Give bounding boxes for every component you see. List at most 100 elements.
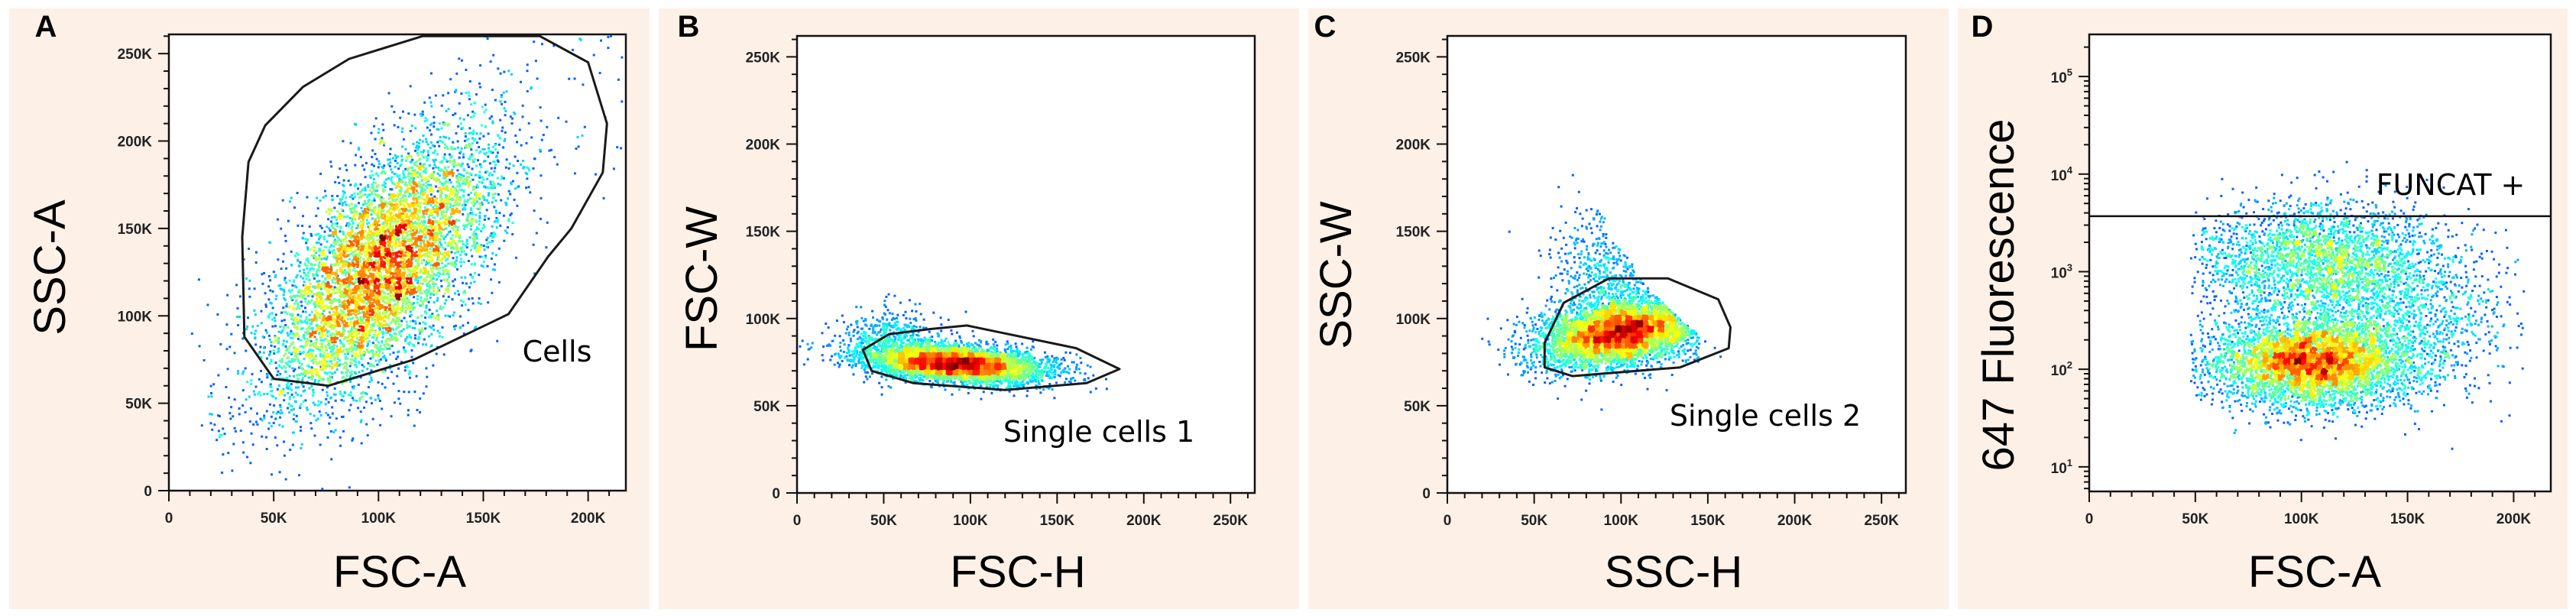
event-dot (427, 259, 429, 262)
event-dot (470, 219, 473, 222)
event-dot (377, 208, 381, 210)
event-dot (299, 365, 302, 368)
event-dot (289, 336, 292, 339)
event-dot (323, 358, 326, 361)
event-dot (409, 293, 411, 297)
event-dot (398, 174, 401, 177)
event-dot (458, 235, 461, 238)
event-dot (453, 251, 456, 255)
event-dot (426, 149, 429, 152)
event-dot (462, 300, 465, 303)
event-dot (379, 358, 382, 361)
event-dot (470, 212, 473, 215)
event-dot (416, 154, 420, 157)
event-dot (289, 345, 292, 348)
event-dot (462, 182, 464, 185)
event-dot (218, 436, 221, 439)
event-dot (401, 310, 404, 313)
event-dot (329, 360, 332, 363)
event-dot (392, 305, 395, 308)
event-dot (353, 214, 355, 217)
event-dot (485, 186, 488, 189)
event-dot (339, 305, 341, 307)
event-dot (470, 192, 472, 194)
event-dot (419, 255, 422, 258)
event-dot (300, 403, 303, 406)
event-dot (310, 254, 313, 257)
event-dot (510, 73, 513, 76)
event-dot (419, 201, 422, 204)
event-dot (239, 430, 242, 433)
event-dot (355, 360, 358, 363)
event-dot (458, 326, 462, 329)
event-dot (426, 297, 429, 300)
event-dot (375, 344, 378, 347)
event-dot (381, 277, 384, 280)
event-dot (415, 160, 418, 164)
event-dot (336, 195, 339, 197)
event-dot (400, 160, 403, 163)
event-dot (334, 251, 337, 255)
event-dot (348, 271, 351, 274)
event-dot (447, 250, 450, 253)
event-dot (384, 342, 387, 345)
event-dot (304, 300, 307, 303)
event-dot (471, 178, 475, 181)
event-dot (352, 269, 355, 272)
event-dot (364, 230, 367, 233)
event-dot (382, 128, 385, 131)
event-dot (248, 420, 251, 423)
event-dot (421, 302, 424, 305)
event-dot (310, 310, 313, 313)
event-dot (433, 285, 436, 288)
event-dot (317, 258, 320, 261)
event-dot (505, 90, 508, 93)
event-dot (355, 346, 358, 349)
event-dot (437, 128, 440, 131)
event-dot (525, 141, 528, 144)
event-dot (484, 186, 487, 189)
event-dot (494, 144, 497, 146)
event-dot (315, 324, 318, 327)
event-dot (319, 299, 322, 302)
event-dot (377, 359, 381, 362)
event-dot (380, 322, 383, 325)
event-dot (298, 307, 301, 310)
event-dot (422, 221, 425, 224)
event-dot (449, 315, 452, 318)
event-dot (291, 360, 293, 363)
event-dot (321, 313, 324, 316)
event-dot (349, 141, 352, 144)
event-dot (253, 287, 256, 290)
event-dot (371, 349, 374, 352)
event-dot (382, 167, 384, 170)
event-dot (410, 125, 413, 127)
event-dot (338, 244, 341, 247)
event-dot (621, 100, 624, 103)
event-dot (502, 146, 505, 149)
event-dot (341, 214, 344, 217)
event-dot (381, 342, 384, 344)
event-dot (319, 243, 322, 246)
event-dot (339, 215, 342, 218)
event-dot (325, 411, 328, 414)
event-dot (367, 350, 370, 353)
event-dot (316, 270, 318, 273)
event-dot (271, 473, 273, 476)
event-dot (434, 251, 437, 254)
event-dot (382, 313, 385, 316)
event-dot (408, 193, 411, 196)
event-dot (358, 262, 361, 265)
event-dot (440, 213, 443, 216)
event-dot (315, 373, 318, 376)
event-dot (377, 294, 380, 297)
event-dot (391, 182, 394, 184)
event-dot (496, 221, 499, 224)
event-dot (353, 344, 356, 347)
event-dot (296, 320, 300, 323)
event-dot (407, 216, 410, 219)
event-dot (480, 166, 483, 169)
event-dot (317, 346, 320, 349)
event-dot (446, 181, 449, 184)
event-dot (446, 206, 448, 209)
